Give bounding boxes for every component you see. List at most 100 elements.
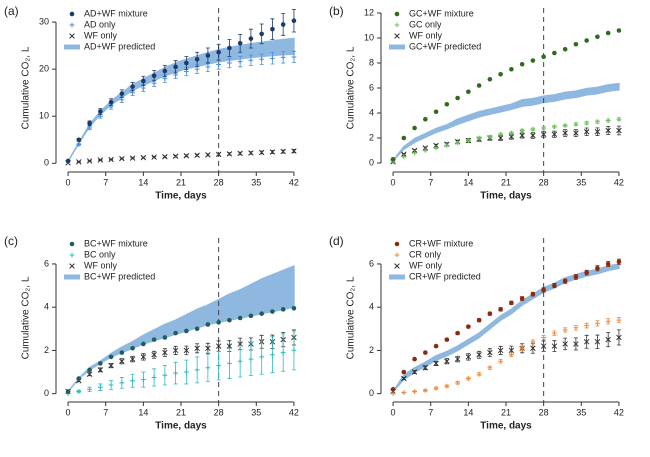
data-point xyxy=(487,365,493,371)
panel-label: (a) xyxy=(4,4,19,18)
data-point xyxy=(108,156,114,163)
data-point xyxy=(151,154,157,160)
legend-symbol xyxy=(394,252,400,258)
x-tick-label: 42 xyxy=(289,407,299,417)
data-point xyxy=(258,149,265,156)
data-point xyxy=(530,58,536,63)
data-point xyxy=(519,61,525,67)
data-point xyxy=(573,121,579,127)
data-point xyxy=(433,360,439,367)
data-point xyxy=(291,305,297,311)
y-tick-label: 2 xyxy=(44,345,49,355)
data-point xyxy=(530,345,536,352)
data-point xyxy=(97,367,104,373)
data-point xyxy=(605,30,611,36)
data-point xyxy=(551,131,558,138)
data-point xyxy=(173,330,178,336)
data-point xyxy=(562,278,568,284)
data-point xyxy=(183,153,190,159)
data-point xyxy=(76,389,82,394)
data-point xyxy=(205,345,211,352)
legend-symbol xyxy=(69,22,75,28)
legend-symbol xyxy=(394,11,400,17)
data-point xyxy=(584,38,589,43)
data-point xyxy=(237,315,243,321)
data-point xyxy=(444,383,450,389)
data-point xyxy=(87,120,92,126)
data-point xyxy=(162,68,168,74)
legend-symbol xyxy=(394,241,400,247)
x-tick-label: 35 xyxy=(251,407,261,417)
data-point xyxy=(390,156,396,162)
data-point xyxy=(280,350,286,355)
data-point xyxy=(151,375,157,380)
legend-label: BC only xyxy=(84,249,116,259)
panel: (c) Time, days Cumulative CO₂, L 0 7 14 21 28 35… xyxy=(4,234,299,431)
legend-label: AD only xyxy=(84,19,116,29)
x-tick-label: 35 xyxy=(576,407,586,417)
data-point xyxy=(476,371,482,377)
data-point xyxy=(215,151,222,158)
data-point xyxy=(573,274,579,280)
data-point xyxy=(573,130,579,136)
data-point xyxy=(562,46,568,52)
legend-label: CR only xyxy=(409,249,442,259)
data-point xyxy=(108,354,114,360)
data-point xyxy=(194,345,200,352)
data-point xyxy=(552,124,557,130)
x-tick-label: 28 xyxy=(539,407,549,417)
x-tick-label: 7 xyxy=(428,407,433,417)
data-point xyxy=(595,321,600,326)
panel-label: (b) xyxy=(329,4,344,18)
data-point xyxy=(487,311,493,316)
y-tick-label: 20 xyxy=(39,64,49,74)
x-tick-label: 21 xyxy=(501,177,511,187)
data-point xyxy=(194,326,200,332)
data-point xyxy=(583,339,590,345)
data-point xyxy=(422,148,428,153)
data-point xyxy=(216,49,221,55)
data-point xyxy=(465,138,471,143)
legend-label: AD+WF mixture xyxy=(84,8,148,18)
data-point xyxy=(530,132,536,139)
data-point xyxy=(530,339,536,345)
data-point xyxy=(86,371,93,377)
x-tick-label: 0 xyxy=(66,177,71,187)
data-point xyxy=(280,307,286,312)
data-point xyxy=(390,387,396,392)
data-point xyxy=(248,57,254,63)
data-point xyxy=(162,335,168,340)
data-point xyxy=(487,134,493,140)
data-point xyxy=(259,31,264,37)
y-axis-title: Cumulative CO₂, L xyxy=(346,46,357,129)
data-point xyxy=(270,26,275,32)
data-point xyxy=(519,128,525,133)
data-point xyxy=(173,64,178,70)
data-point xyxy=(541,125,547,131)
y-tick-label: 4 xyxy=(369,107,374,117)
data-point xyxy=(594,339,601,345)
y-axis-title: Cumulative CO₂, L xyxy=(21,46,32,129)
prediction-band xyxy=(392,82,620,162)
data-point xyxy=(130,345,135,351)
data-point xyxy=(151,80,157,86)
data-point xyxy=(140,354,147,360)
panel-label: (d) xyxy=(329,234,344,248)
data-point xyxy=(466,89,471,95)
x-tick-label: 14 xyxy=(138,407,148,417)
data-point xyxy=(519,132,525,139)
data-point xyxy=(562,130,568,136)
data-point xyxy=(616,259,622,265)
data-point xyxy=(173,370,179,376)
data-point xyxy=(616,127,622,134)
data-point xyxy=(422,388,428,393)
data-point xyxy=(248,313,254,319)
data-point xyxy=(270,309,275,314)
legend-label: CR+WF mixture xyxy=(409,238,473,248)
legend-label: WF only xyxy=(409,30,443,40)
data-point xyxy=(508,133,515,140)
data-point xyxy=(216,62,222,67)
data-point xyxy=(616,28,622,33)
data-point xyxy=(573,325,579,331)
data-point xyxy=(562,341,568,347)
